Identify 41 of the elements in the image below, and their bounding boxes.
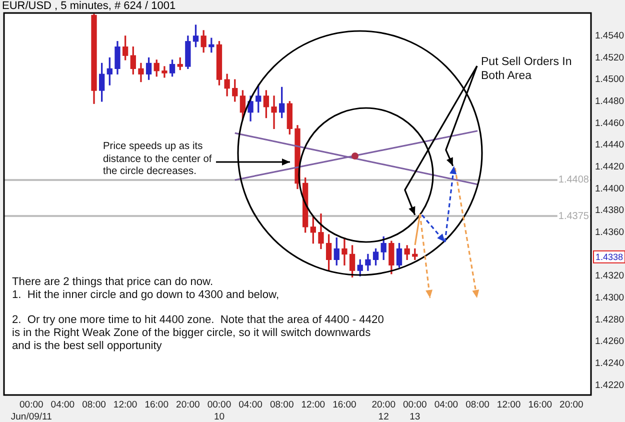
x-tick-label: 08:00: [270, 400, 294, 411]
text: There are 2 things that price can do now. 1. Hit the inner circle and go down to 4300 and below, 2. Or try one more time to hit 4400 zone. Note that the area of 4400 - 4420 is in the Right Weak Zone of the bigger circle, so it will switch downwards and is the best sell opportunity: [12, 276, 384, 352]
x-tick-label: 16:00: [528, 400, 552, 411]
ref-line-label: 1.4375: [558, 210, 590, 222]
y-tick-label: 1.4480: [595, 96, 624, 108]
y-tick-label: 1.4300: [595, 292, 624, 304]
x-tick-label: 04:00: [434, 400, 458, 411]
annotation: Price speeds up as its distance to the center of the circle decreases.: [103, 141, 213, 178]
y-tick-label: 1.4240: [595, 358, 624, 369]
y-tick-label: 1.4380: [595, 205, 624, 216]
y-tick-label: 1.4500: [595, 74, 624, 86]
x-tick-label: 20:00 12: [372, 400, 396, 422]
x-tick-label: 00:00 Jun/09/11: [10, 400, 52, 422]
x-tick-label: 12:00: [113, 400, 138, 411]
x-tick-label: 20:00: [560, 400, 584, 411]
x-tick-label: 08:00: [82, 400, 106, 411]
annotation: Put Sell Orders In Both Area: [481, 56, 573, 83]
y-tick-label: 1.4220: [595, 380, 624, 391]
ref-line-label: 1.4408: [558, 174, 590, 186]
x-tick-label: 20:00: [176, 400, 200, 411]
x-tick-label: 08:00: [466, 400, 490, 411]
x-tick-label: 04:00: [238, 400, 262, 411]
y-tick-label: 1.4440: [595, 140, 624, 151]
x-tick-label: 16:00: [332, 400, 356, 411]
y-tick-label: 1.4540: [595, 30, 624, 42]
y-tick-label: 1.4320: [595, 270, 624, 282]
annotation: 1.4338: [596, 252, 624, 262]
y-tick-label: 1.4520: [595, 52, 624, 64]
x-tick-label: 04:00: [50, 400, 75, 411]
y-tick-label: 1.4260: [595, 336, 624, 348]
x-tick-label: 16:00: [144, 400, 169, 411]
y-tick-label: 1.4360: [595, 227, 624, 238]
x-tick-label: 00:00 13: [403, 400, 427, 422]
y-tick-label: 1.4420: [595, 162, 624, 173]
y-tick-label: 1.4280: [595, 314, 624, 326]
x-tick-label: 12:00: [496, 400, 521, 411]
chart-title: EUR/USD , 5 minutes, # 624 / 1001: [2, 0, 176, 13]
y-tick-label: 1.4460: [595, 118, 624, 129]
x-tick-label: 12:00: [301, 400, 326, 411]
x-tick-label: 00:00 10: [207, 400, 232, 422]
y-tick-label: 1.4400: [595, 183, 624, 194]
